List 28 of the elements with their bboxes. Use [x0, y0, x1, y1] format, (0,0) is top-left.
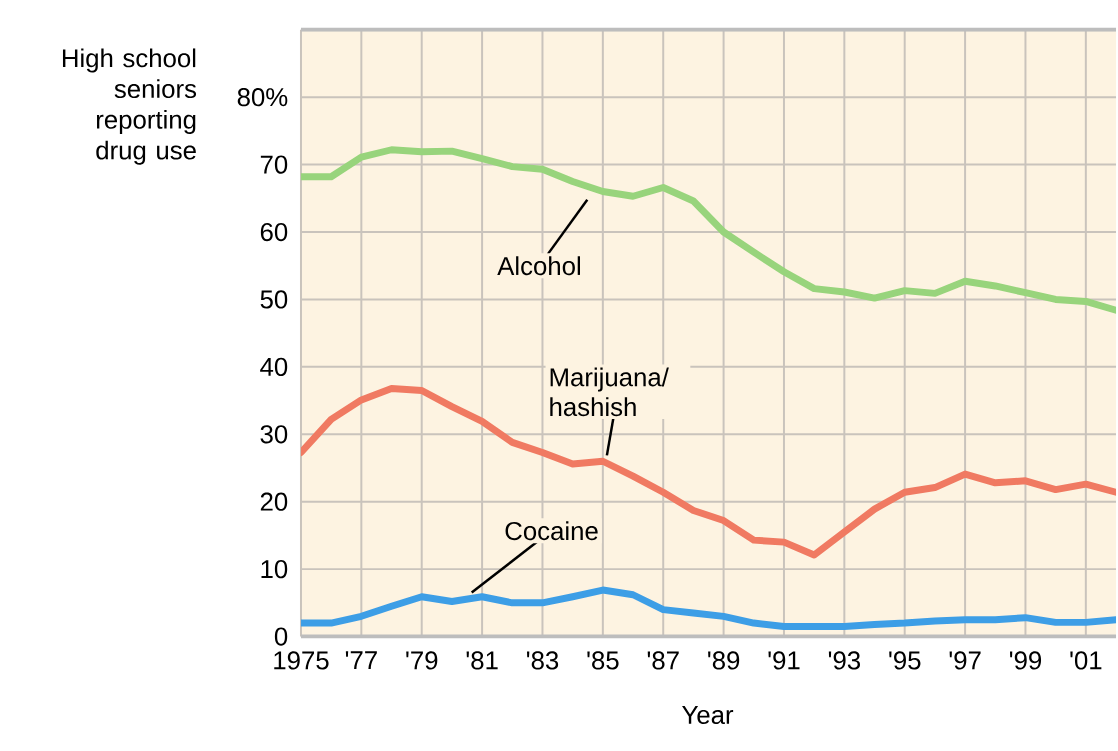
- x-tick-label: '77: [345, 651, 377, 670]
- x-tick-label: '97: [949, 651, 981, 670]
- x-axis-title: Year: [682, 706, 734, 725]
- y-tick-label: 50: [260, 290, 288, 309]
- y-tick-label: 0: [274, 627, 288, 646]
- series-label: Cocaine: [505, 521, 598, 541]
- y-tick-label: 40: [260, 357, 288, 377]
- x-tick-label: '93: [828, 651, 860, 670]
- y-tick-label: 30: [260, 425, 288, 444]
- series-label: Marijuana/ hashish: [550, 367, 669, 417]
- x-tick-label: 1975: [274, 651, 329, 670]
- x-tick-label: '79: [406, 651, 438, 670]
- y-tick-label: 20: [260, 492, 288, 512]
- x-tick-label: '91: [768, 651, 800, 670]
- x-tick-label: '83: [526, 651, 559, 670]
- y-tick-label: 60: [260, 223, 288, 242]
- x-tick-label: '87: [647, 651, 679, 670]
- x-tick-label: '85: [587, 651, 619, 670]
- x-tick-label: '99: [1009, 651, 1042, 670]
- y-tick-label: 70: [260, 155, 288, 174]
- y-axis-title: High school seniors reporting drug use: [62, 48, 197, 165]
- text: Alcohol: [497, 256, 580, 276]
- x-tick-label: '89: [708, 651, 740, 670]
- y-tick-label: 10: [261, 560, 288, 579]
- x-tick-label: '81: [466, 651, 498, 670]
- x-tick-label: '01: [1070, 651, 1102, 670]
- x-tick-label: '95: [889, 651, 921, 670]
- y-tick-label: 80%: [237, 88, 288, 107]
